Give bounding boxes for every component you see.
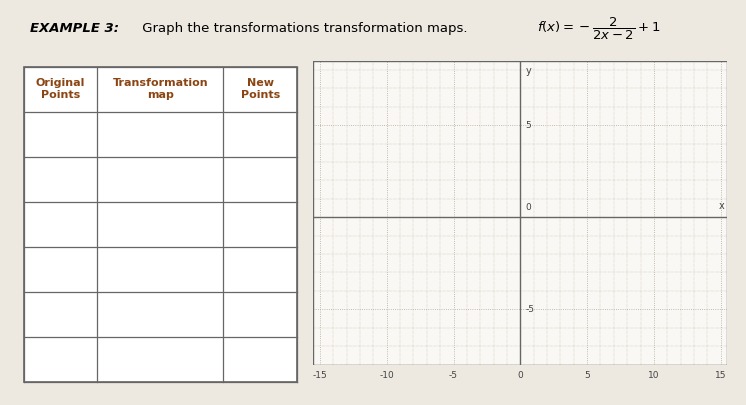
Text: $f(x) = -\dfrac{2}{2x-2}+1$: $f(x) = -\dfrac{2}{2x-2}+1$ (537, 16, 661, 42)
Text: Graph the transformations transformation maps.: Graph the transformations transformation… (138, 22, 471, 36)
Text: y: y (526, 66, 531, 76)
Text: 15: 15 (715, 371, 727, 380)
Text: x: x (719, 201, 724, 211)
Text: New
Points: New Points (241, 79, 280, 100)
Text: 5: 5 (526, 121, 531, 130)
Text: -15: -15 (313, 371, 327, 380)
Text: -5: -5 (449, 371, 458, 380)
Text: 10: 10 (648, 371, 659, 380)
Text: -5: -5 (526, 305, 535, 314)
Text: -10: -10 (380, 371, 394, 380)
Text: 5: 5 (584, 371, 590, 380)
Text: 0: 0 (526, 203, 531, 212)
Text: 0: 0 (518, 371, 523, 380)
Text: Transformation
map: Transformation map (113, 79, 208, 100)
Text: EXAMPLE 3:: EXAMPLE 3: (30, 22, 119, 36)
Text: Original
Points: Original Points (36, 79, 85, 100)
